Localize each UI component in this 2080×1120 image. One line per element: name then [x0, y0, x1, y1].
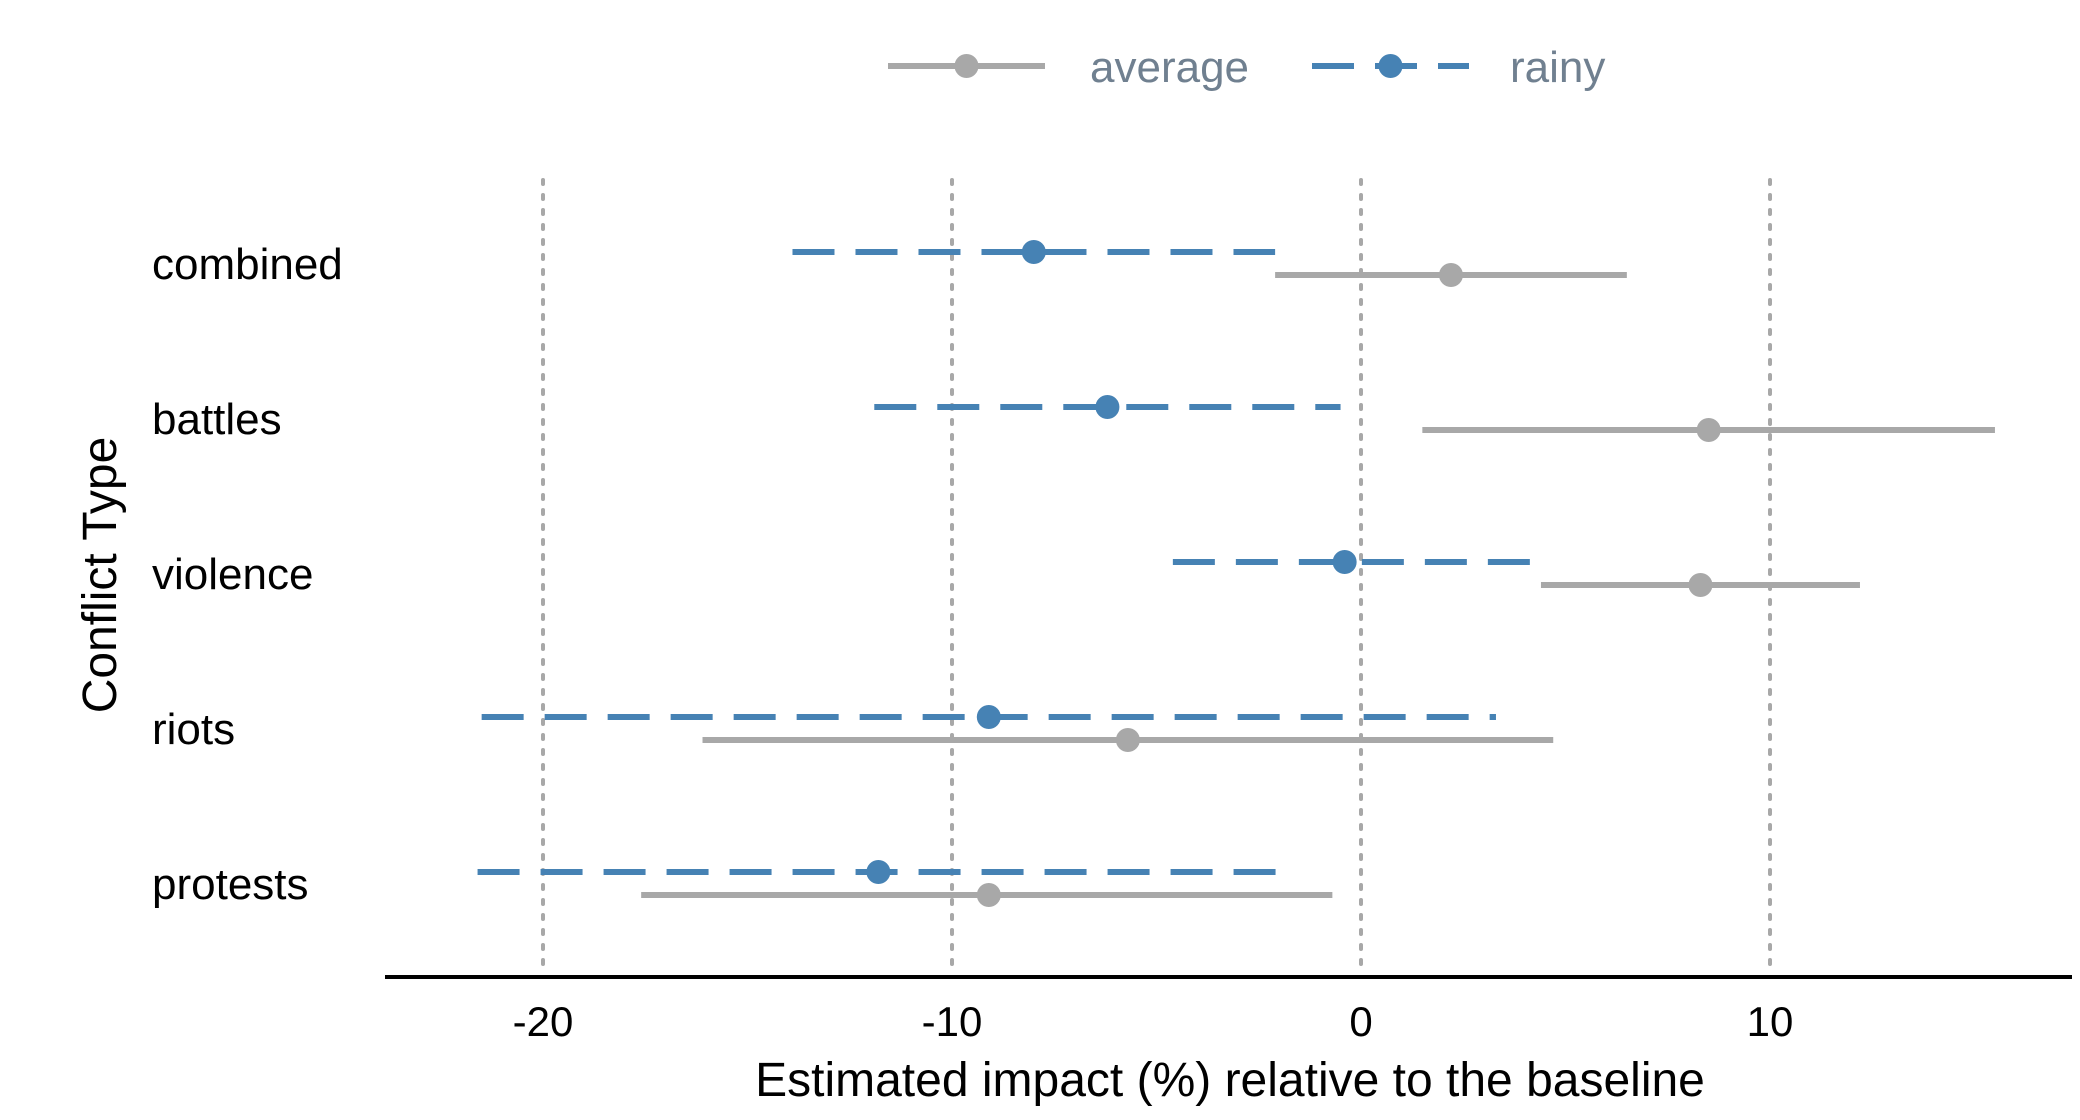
- category-label-protests: protests: [152, 860, 309, 909]
- category-label-battles: battles: [152, 395, 282, 444]
- legend-label-rainy: rainy: [1510, 43, 1605, 92]
- average-point-battles: [1696, 418, 1721, 442]
- legend-marker-rainy: [1378, 54, 1403, 78]
- legend: average rainy: [888, 43, 1605, 92]
- category-label-riots: riots: [152, 705, 235, 754]
- average-point-violence: [1688, 573, 1713, 597]
- rainy-point-protests: [866, 860, 891, 884]
- average-point-combined: [1438, 263, 1463, 287]
- legend-item-rainy: rainy: [1312, 43, 1605, 92]
- category-label-combined: combined: [152, 240, 343, 289]
- average-point-riots: [1115, 728, 1140, 752]
- category-labels: combined battles violence riots protests: [152, 240, 343, 909]
- x-axis-title: Estimated impact (%) relative to the bas…: [755, 1054, 1705, 1107]
- x-axis: -20 -10 0 10: [385, 975, 2072, 1045]
- legend-marker-average: [954, 54, 979, 78]
- x-tick-label: -10: [922, 998, 983, 1045]
- rainy-point-violence: [1332, 550, 1357, 574]
- legend-item-average: average: [888, 43, 1249, 92]
- gridlines: [541, 178, 1772, 967]
- category-label-violence: violence: [152, 550, 313, 599]
- x-tick-label: 10: [1747, 998, 1794, 1045]
- legend-label-average: average: [1090, 43, 1249, 92]
- x-tick-label: 0: [1349, 998, 1372, 1045]
- average-point-protests: [976, 883, 1001, 907]
- series-average: [641, 263, 1995, 907]
- rainy-point-riots: [976, 705, 1001, 729]
- x-tick-label: -20: [513, 998, 574, 1045]
- rainy-point-battles: [1095, 395, 1120, 419]
- rainy-point-combined: [1021, 240, 1046, 264]
- y-axis-title: Conflict Type: [74, 437, 127, 714]
- series-rainy: [477, 240, 1533, 884]
- series-layer: [477, 240, 1995, 907]
